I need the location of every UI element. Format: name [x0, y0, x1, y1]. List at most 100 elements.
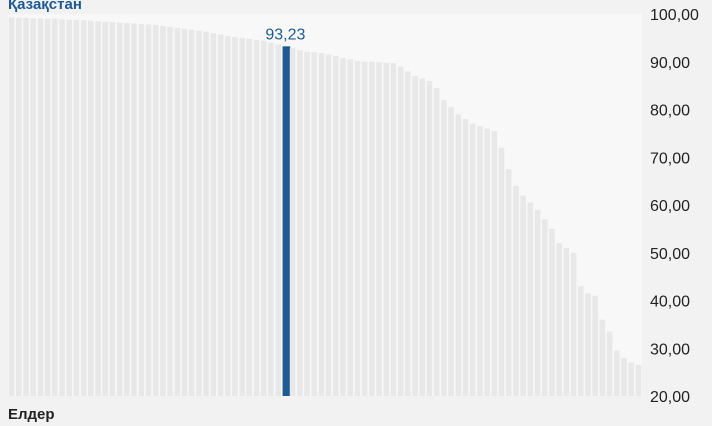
- bar: [23, 17, 29, 396]
- bar: [433, 88, 440, 396]
- bar: [260, 40, 267, 397]
- bar: [174, 27, 181, 396]
- bar: [109, 22, 116, 397]
- x-axis-label: Елдер: [8, 406, 55, 423]
- y-tick-label: 70,00: [650, 150, 690, 167]
- bar: [397, 66, 404, 397]
- highlight-bar: [282, 46, 291, 396]
- bar: [441, 99, 447, 396]
- bar: [390, 63, 397, 397]
- bar: [455, 114, 462, 397]
- bar: [318, 53, 325, 396]
- bar: [469, 123, 476, 396]
- highlight-value-label: 93,23: [265, 26, 305, 43]
- bar: [124, 23, 130, 396]
- bar: [167, 26, 173, 396]
- bar: [361, 61, 368, 396]
- y-tick-label: 20,00: [650, 389, 690, 406]
- bar: [289, 48, 296, 396]
- bar: [52, 18, 58, 397]
- bar: [340, 57, 346, 397]
- bar: [138, 24, 145, 397]
- y-tick-label: 50,00: [650, 246, 690, 263]
- bar: [477, 126, 483, 397]
- bar: [80, 20, 87, 397]
- bar: [253, 39, 260, 396]
- bar: [296, 50, 303, 396]
- bar: [426, 80, 433, 396]
- bar: [88, 20, 94, 396]
- bar: [181, 28, 188, 397]
- bar: [44, 18, 51, 397]
- bar: [347, 59, 354, 397]
- bar: [196, 30, 202, 397]
- y-tick-label: 80,00: [650, 103, 690, 120]
- bar: [37, 18, 44, 397]
- bar: [621, 357, 627, 396]
- bar: [152, 24, 159, 396]
- bar: [419, 78, 426, 397]
- bar: [556, 243, 562, 396]
- bar: [369, 61, 375, 396]
- bar: [210, 33, 217, 396]
- bar: [527, 202, 534, 396]
- bar: [549, 228, 555, 397]
- bar: [268, 42, 274, 397]
- bar: [585, 293, 591, 396]
- bar: [30, 18, 37, 397]
- bar: [8, 17, 15, 397]
- bar: [513, 185, 519, 396]
- bar: [232, 36, 238, 397]
- bar: [383, 62, 390, 397]
- bar: [520, 195, 526, 396]
- highlight-country-label: Қазақстан: [8, 0, 82, 13]
- bar: [333, 56, 339, 397]
- bar: [570, 252, 577, 396]
- bar: [16, 17, 22, 396]
- bar: [95, 21, 101, 396]
- y-tick-label: 90,00: [650, 55, 690, 72]
- bar: [224, 35, 231, 397]
- bar: [217, 34, 224, 396]
- bar: [541, 219, 548, 396]
- bar: [635, 364, 642, 396]
- bar: [448, 107, 454, 397]
- bar: [498, 147, 505, 396]
- bar: [116, 22, 123, 397]
- bar: [534, 209, 541, 396]
- bar: [462, 119, 469, 397]
- bar: [563, 247, 570, 396]
- bar: [239, 37, 245, 397]
- y-tick-label: 60,00: [650, 198, 690, 215]
- bar: [102, 21, 109, 396]
- bar: [73, 19, 80, 396]
- bar: [66, 19, 73, 396]
- bar: [628, 362, 634, 396]
- bar: [131, 23, 137, 397]
- bar: [275, 44, 281, 397]
- bar: [325, 54, 332, 397]
- y-tick-label: 100,00: [650, 7, 699, 24]
- bar: [505, 169, 512, 396]
- y-tick-label: 40,00: [650, 294, 690, 311]
- bar: [613, 350, 620, 396]
- bar: [405, 71, 411, 397]
- bar: [354, 60, 361, 396]
- bar: [160, 25, 166, 396]
- bar: [188, 29, 195, 396]
- bar: [59, 19, 65, 396]
- bar: [412, 76, 418, 396]
- y-tick-label: 30,00: [650, 341, 690, 358]
- bar: [592, 295, 598, 396]
- bar: [599, 319, 606, 396]
- bar: [203, 31, 209, 396]
- bar: [311, 52, 317, 396]
- bar: [145, 24, 152, 396]
- bar: [606, 331, 613, 396]
- bar: [304, 51, 310, 396]
- bar: [491, 130, 498, 397]
- bar: [246, 38, 253, 396]
- bar: [577, 286, 584, 396]
- bar: [376, 62, 382, 396]
